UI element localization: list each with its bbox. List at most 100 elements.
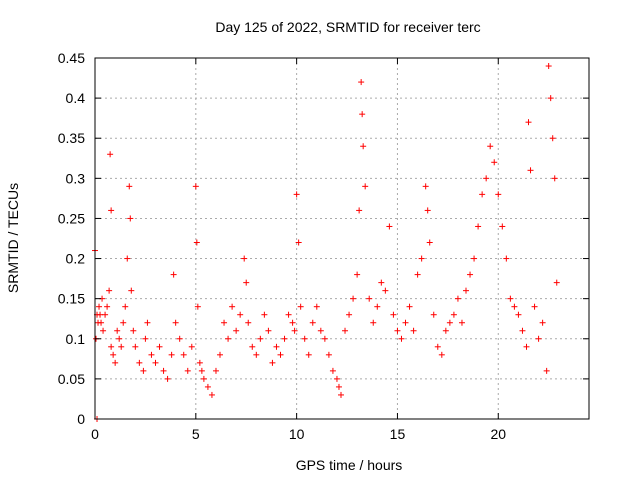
data-point — [249, 343, 256, 350]
data-point — [291, 327, 298, 334]
x-tick-label: 20 — [490, 426, 506, 442]
data-point — [325, 351, 332, 358]
x-tick-label: 0 — [91, 426, 99, 442]
data-point — [337, 391, 344, 398]
data-point — [547, 95, 554, 102]
data-point — [144, 319, 151, 326]
data-point — [107, 151, 114, 158]
data-point — [301, 335, 308, 342]
data-point — [410, 327, 417, 334]
data-point — [463, 287, 470, 294]
data-point — [273, 343, 280, 350]
data-point — [257, 335, 264, 342]
data-point — [414, 271, 421, 278]
data-point — [483, 175, 490, 182]
data-point — [386, 223, 393, 230]
data-point — [329, 367, 336, 374]
data-point — [374, 303, 381, 310]
data-point — [120, 319, 127, 326]
y-tick-label: 0.15 — [58, 291, 85, 307]
data-point — [475, 223, 482, 230]
grid-lines — [94, 57, 589, 420]
data-point — [394, 327, 401, 334]
data-point — [309, 319, 316, 326]
data-point — [160, 367, 167, 374]
data-point — [479, 191, 486, 198]
data-point — [289, 319, 296, 326]
data-point — [430, 311, 437, 318]
data-point — [237, 311, 244, 318]
data-points — [92, 63, 560, 422]
data-point — [438, 351, 445, 358]
data-point — [140, 367, 147, 374]
data-point — [335, 383, 342, 390]
data-point — [426, 239, 433, 246]
data-point — [535, 335, 542, 342]
data-point — [360, 143, 367, 150]
data-point — [126, 183, 133, 190]
data-point — [104, 303, 111, 310]
data-point — [305, 351, 312, 358]
data-point — [132, 343, 139, 350]
data-point — [543, 367, 550, 374]
data-point — [198, 367, 205, 374]
data-point — [358, 79, 365, 86]
data-point — [225, 335, 232, 342]
data-point — [390, 311, 397, 318]
data-point — [112, 359, 119, 366]
y-tick-label: 0.1 — [66, 331, 86, 347]
y-tick-label: 0.2 — [66, 251, 86, 267]
data-point — [188, 343, 195, 350]
data-point — [217, 351, 224, 358]
data-point — [116, 335, 123, 342]
y-tick-label: 0.4 — [66, 90, 86, 106]
data-point — [108, 207, 115, 214]
data-point — [434, 343, 441, 350]
data-point — [346, 311, 353, 318]
data-point — [114, 327, 121, 334]
y-tick-label: 0 — [77, 411, 85, 427]
data-point — [293, 191, 300, 198]
data-point — [313, 303, 320, 310]
data-point — [98, 319, 105, 326]
data-point — [382, 287, 389, 294]
data-point — [212, 367, 219, 374]
y-tick-label: 0.25 — [58, 210, 85, 226]
data-point — [152, 359, 159, 366]
data-point — [402, 319, 409, 326]
data-point — [333, 375, 340, 382]
data-point — [450, 311, 457, 318]
data-point — [180, 351, 187, 358]
data-point — [321, 335, 328, 342]
data-point — [317, 327, 324, 334]
data-point — [102, 311, 109, 318]
data-point — [523, 343, 530, 350]
data-point — [194, 303, 201, 310]
data-point — [454, 295, 461, 302]
data-point — [196, 359, 203, 366]
data-point — [549, 135, 556, 142]
data-point — [184, 367, 191, 374]
data-point — [136, 359, 143, 366]
data-point — [269, 359, 276, 366]
data-point — [208, 391, 215, 398]
data-point — [551, 175, 558, 182]
data-point — [525, 119, 532, 126]
data-point — [127, 215, 134, 222]
data-point — [422, 183, 429, 190]
data-point — [241, 255, 248, 262]
data-point — [122, 303, 129, 310]
data-point — [168, 351, 175, 358]
data-point — [124, 255, 131, 262]
data-point — [531, 303, 538, 310]
data-point — [446, 319, 453, 326]
y-tick-label: 0.35 — [58, 130, 85, 146]
data-point — [192, 183, 199, 190]
data-point — [204, 383, 211, 390]
x-axis-label: GPS time / hours — [296, 457, 403, 473]
x-tick-label: 10 — [289, 426, 305, 442]
data-point — [362, 183, 369, 190]
data-point — [281, 335, 288, 342]
data-point — [265, 327, 272, 334]
data-point — [378, 279, 385, 286]
